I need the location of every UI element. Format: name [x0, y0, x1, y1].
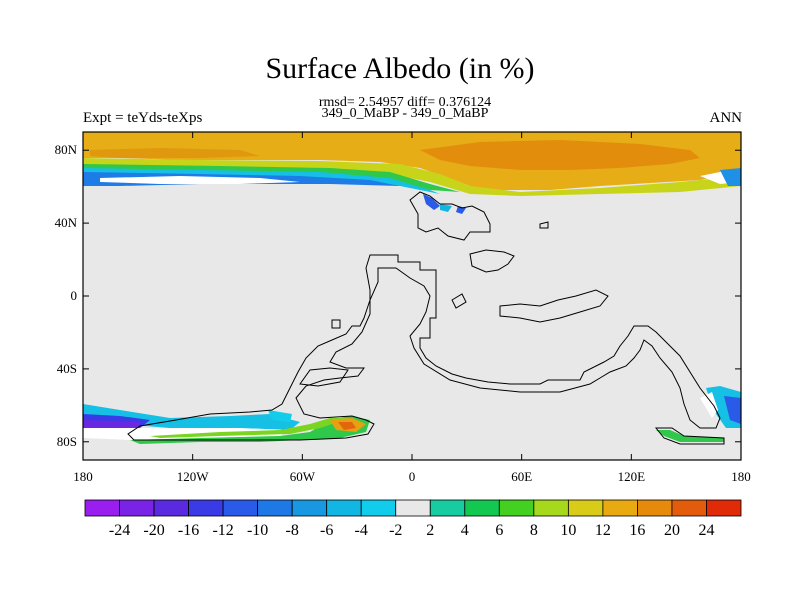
x-tick-label: 120W [177, 469, 210, 484]
colorbar-swatch [637, 499, 673, 517]
arctic-white-lens [100, 176, 300, 184]
europe-cyan-blob [440, 204, 452, 212]
y-tick-label: 80S [57, 434, 77, 449]
south-east-blue [724, 396, 741, 424]
colorbar-swatch [119, 499, 155, 517]
arctic-yellowgreen-band [83, 158, 741, 196]
arctic-east-blue [720, 168, 741, 186]
south-cyan-patch-mid [268, 410, 292, 422]
colorbar-swatch [706, 499, 742, 517]
x-tick-label: 60W [290, 469, 316, 484]
colorbar-swatch [464, 499, 500, 517]
colorbar-swatch [533, 499, 569, 517]
colorbar-swatch [188, 499, 224, 517]
small-island-outline-2 [539, 221, 549, 229]
colorbar-label: 24 [698, 522, 714, 539]
colorbar-swatch [291, 499, 328, 517]
small-island-outline-3 [331, 319, 341, 329]
y-tick-label: 0 [71, 288, 78, 303]
europe-blue-blob [423, 194, 440, 210]
south-purple-strip [83, 420, 140, 428]
colorbar-label: -6 [320, 522, 333, 539]
colorbar-swatch [326, 499, 362, 517]
continent-outlines [127, 191, 725, 445]
colorbar-label: 16 [629, 522, 645, 539]
colorbar-swatch [360, 499, 397, 517]
colorbar: -24 -20 -16 -12 -10 -8 -6 -4 -2 2 4 6 8 10 12 16 20 24 [84, 499, 742, 539]
colorbar-label: 6 [495, 522, 503, 539]
colorbar-swatch [602, 499, 638, 517]
colorbar-swatch [153, 499, 189, 517]
y-tick-label: 40S [57, 361, 77, 376]
colorbar-swatch [429, 499, 466, 517]
colorbar-swatch [257, 499, 293, 517]
colorbar-label: -2 [389, 522, 402, 539]
colorbar-label: -24 [109, 522, 130, 539]
colorbar-label: -8 [285, 522, 298, 539]
south-green-field [130, 416, 370, 444]
colorbar-label: -20 [143, 522, 164, 539]
arctic-darkorange-patch-2 [90, 148, 260, 158]
peninsula-outline [299, 367, 349, 387]
colorbar-swatch [84, 499, 120, 517]
south-east-green [656, 430, 724, 442]
season-label: ANN [709, 110, 743, 126]
x-tick-label: 60E [511, 469, 532, 484]
arctic-landmass-outline [409, 191, 491, 241]
colorbar-swatch [222, 499, 259, 517]
experiment-line: 349_0_MaBP - 349_0_MaBP [321, 106, 489, 121]
colorbar-label: 12 [595, 522, 611, 539]
y-tick-label: 40N [55, 215, 78, 230]
colorbar-label: -16 [178, 522, 199, 539]
colorbar-label: -4 [355, 522, 368, 539]
page-title: Surface Albedo (in %) [265, 52, 535, 85]
south-east-white [700, 392, 718, 418]
colorbar-swatch [498, 499, 535, 517]
x-axis-ticks: 180 120W 60W 0 60E 120E 180 [73, 132, 751, 484]
colorbar-label: -12 [212, 522, 233, 539]
experiment-label: Expt = teYds-teXps [83, 110, 203, 126]
colorbar-label: -10 [247, 522, 268, 539]
colorbar-label: 8 [530, 522, 538, 539]
y-tick-label: 80N [55, 142, 78, 157]
colorbar-label: 4 [461, 522, 469, 539]
south-redorange-core [338, 422, 356, 430]
colorbar-label: 20 [664, 522, 680, 539]
antarctic-albedo-field [83, 386, 741, 444]
x-tick-label: 0 [409, 469, 416, 484]
colorbar-swatch [671, 499, 707, 517]
colorbar-swatch [567, 499, 604, 517]
south-east-landmass-outline [654, 427, 725, 445]
x-tick-label: 120E [618, 469, 646, 484]
equatorial-landmass-outline [499, 289, 609, 323]
main-continent-outline [127, 254, 721, 441]
colorbar-label: 10 [560, 522, 576, 539]
colorbar-label: 2 [426, 522, 434, 539]
x-tick-label: 180 [73, 469, 93, 484]
pacific-island-outline [469, 249, 515, 273]
small-island-outline-1 [451, 293, 467, 309]
colorbar-swatch [395, 499, 431, 517]
arctic-albedo-field [83, 132, 741, 214]
y-axis-ticks: 80N 40N 0 40S 80S [55, 142, 741, 449]
x-tick-label: 180 [731, 469, 751, 484]
stats-line: rmsd= 2.54957 diff= 0.376124 [318, 95, 492, 110]
arctic-darkorange-patch [420, 140, 700, 170]
